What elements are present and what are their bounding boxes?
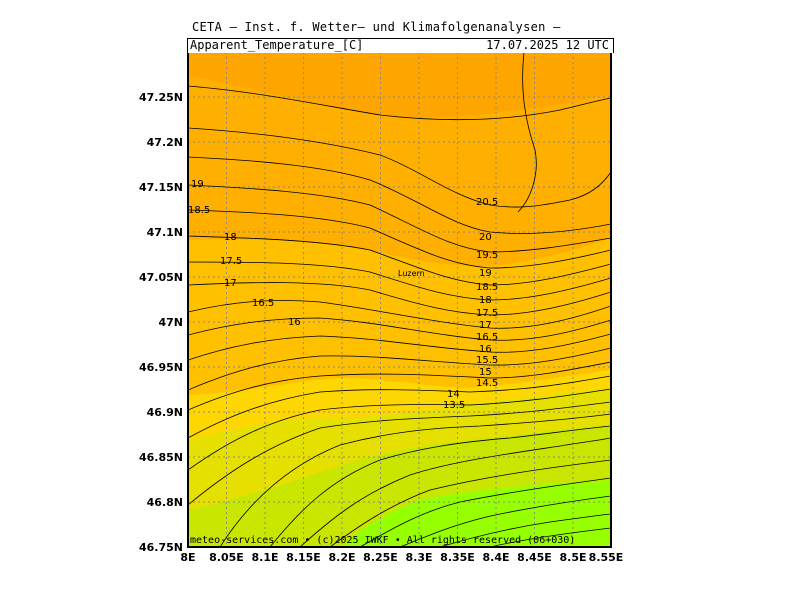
lon-tick: 8.1E (251, 551, 278, 564)
lon-tick: 8.4E (482, 551, 509, 564)
band-9 (340, 480, 611, 547)
copyright-footer: meteo-services.com • (c)2025 IWKF • All … (190, 535, 576, 546)
variable-label: Apparent_Temperature_[C] (190, 38, 364, 52)
contour-label: 15 (479, 367, 492, 378)
contour-label: 14.5 (476, 378, 498, 389)
valid-time: 17.07.2025 12 UTC (486, 38, 609, 52)
lat-tick-labels: 47.25N 47.2N 47.15N 47.1N 47.05N 47N 46.… (139, 91, 183, 554)
lat-tick: 47N (158, 316, 183, 329)
lon-tick: 8.05E (209, 551, 244, 564)
contour-label: 16 (479, 344, 492, 355)
contour-label: 16.5 (476, 332, 498, 343)
lat-tick: 47.2N (147, 136, 183, 149)
lon-tick: 8.45E (517, 551, 552, 564)
lat-tick: 46.9N (147, 406, 183, 419)
city-label-luzern: Luzern (398, 269, 425, 278)
lat-tick: 47.05N (139, 271, 183, 284)
contour-label: 17 (479, 320, 492, 331)
lon-tick: 8.25E (363, 551, 398, 564)
contour-label: 18.5 (476, 282, 498, 293)
contour-label: 19 (479, 268, 492, 279)
contour-label: 19 (191, 179, 204, 190)
lat-tick: 46.75N (139, 541, 183, 554)
header-bar (187, 38, 614, 53)
grid (188, 52, 611, 547)
lat-tick: 47.15N (139, 181, 183, 194)
contour-label: 18.5 (188, 205, 210, 216)
lon-tick: 8E (180, 551, 195, 564)
lon-tick: 8.3E (405, 551, 432, 564)
lat-tick: 47.25N (139, 91, 183, 104)
contour-label: 15.5 (476, 355, 498, 366)
lat-tick: 47.1N (147, 226, 183, 239)
lat-tick: 46.8N (147, 496, 183, 509)
color-bands (188, 52, 611, 547)
contour-lines (188, 52, 611, 547)
lon-tick: 8.2E (328, 551, 355, 564)
contour-label: 19.5 (476, 250, 498, 261)
contour-label: 20.5 (476, 197, 498, 208)
lon-tick: 8.5E (559, 551, 586, 564)
lon-tick-labels: 8E 8.05E 8.1E 8.15E 8.2E 8.25E 8.3E 8.35… (180, 551, 623, 564)
lat-tick: 46.95N (139, 361, 183, 374)
contour-label: 20 (479, 232, 492, 243)
contour-label: 17.5 (220, 256, 242, 267)
provider-title: CETA — Inst. f. Wetter— und Klimafolgena… (192, 20, 561, 34)
lon-tick: 8.55E (589, 551, 624, 564)
contour-label: 18 (224, 232, 237, 243)
contour-label: 16.5 (252, 298, 274, 309)
lon-tick: 8.15E (286, 551, 321, 564)
lat-tick: 46.85N (139, 451, 183, 464)
contour-labels: 20.5 20 19.5 19 18.5 18 17.5 17 16.5 16 … (188, 179, 498, 411)
contour-label: 18 (479, 295, 492, 306)
contour-label: 14 (447, 389, 460, 400)
contour-label: 13.5 (443, 400, 465, 411)
lon-tick: 8.35E (440, 551, 475, 564)
contour-label: 17 (224, 278, 237, 289)
contour-label: 17.5 (476, 308, 498, 319)
contour-label: 16 (288, 317, 301, 328)
